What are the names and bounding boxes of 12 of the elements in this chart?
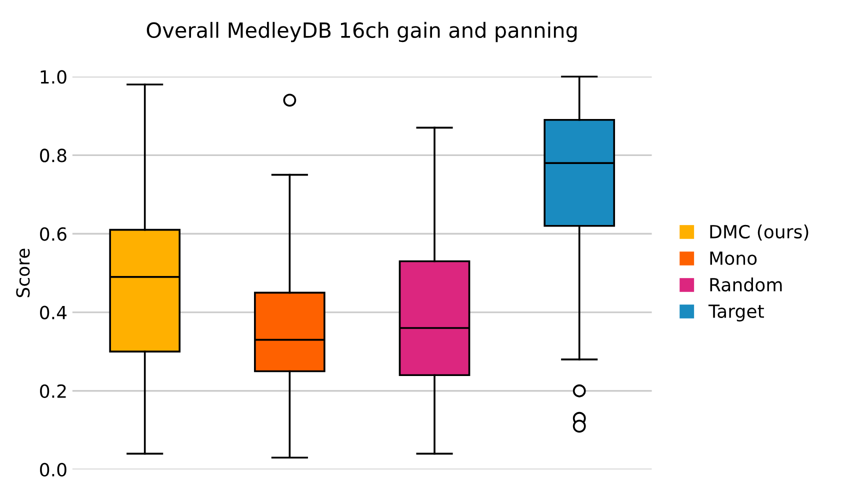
y-axis-title: Score [16,248,30,298]
legend-label: DMC (ours) [710,224,808,241]
legend-label: Mono [710,252,757,266]
y-tick-label: 0.8 [40,148,66,162]
y-tick-label: 0.2 [40,384,66,398]
y-tick-label: 0.4 [40,306,67,320]
y-tick-label: 1.0 [40,70,66,84]
chart-title: Overall MedleyDB 16ch gain and panning [146,22,577,42]
y-tick-label: 0.6 [40,227,66,241]
y-tick-label: 0.0 [40,462,66,477]
legend-label: Target [708,304,764,322]
legend-label: Random [710,278,782,292]
